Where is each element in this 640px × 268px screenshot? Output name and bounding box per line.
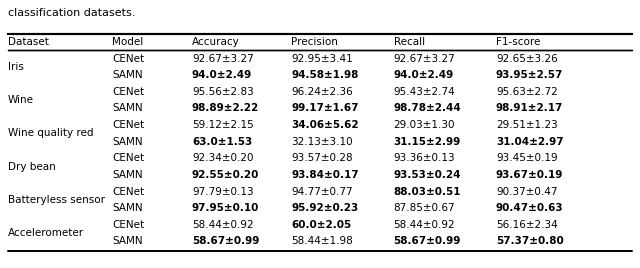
Text: 93.95±2.57: 93.95±2.57	[496, 70, 563, 80]
Text: 95.63±2.72: 95.63±2.72	[496, 87, 557, 97]
Text: 93.45±0.19: 93.45±0.19	[496, 153, 557, 163]
Text: Accuracy: Accuracy	[192, 37, 240, 47]
Text: Accelerometer: Accelerometer	[8, 228, 84, 238]
Text: CENet: CENet	[112, 54, 144, 64]
Text: 59.12±2.15: 59.12±2.15	[192, 120, 253, 130]
Text: 95.43±2.74: 95.43±2.74	[394, 87, 455, 97]
Text: Recall: Recall	[394, 37, 425, 47]
Text: 92.65±3.26: 92.65±3.26	[496, 54, 557, 64]
Text: 94.58±1.98: 94.58±1.98	[291, 70, 358, 80]
Text: 58.67±0.99: 58.67±0.99	[394, 236, 461, 247]
Text: 98.89±2.22: 98.89±2.22	[192, 103, 259, 113]
Text: 97.95±0.10: 97.95±0.10	[192, 203, 259, 213]
Text: F1-score: F1-score	[496, 37, 540, 47]
Text: 58.44±0.92: 58.44±0.92	[394, 220, 455, 230]
Text: 93.67±0.19: 93.67±0.19	[496, 170, 563, 180]
Text: 88.03±0.51: 88.03±0.51	[394, 187, 461, 197]
Text: Wine: Wine	[8, 95, 34, 105]
Text: 98.91±2.17: 98.91±2.17	[496, 103, 563, 113]
Text: 93.57±0.28: 93.57±0.28	[291, 153, 353, 163]
Text: 29.03±1.30: 29.03±1.30	[394, 120, 455, 130]
Text: Batteryless sensor: Batteryless sensor	[8, 195, 105, 205]
Text: SAMN: SAMN	[112, 103, 143, 113]
Text: 94.77±0.77: 94.77±0.77	[291, 187, 353, 197]
Text: 98.78±2.44: 98.78±2.44	[394, 103, 461, 113]
Text: 56.16±2.34: 56.16±2.34	[496, 220, 557, 230]
Text: 92.34±0.20: 92.34±0.20	[192, 153, 253, 163]
Text: 92.55±0.20: 92.55±0.20	[192, 170, 259, 180]
Text: 32.13±3.10: 32.13±3.10	[291, 137, 353, 147]
Text: 94.0±2.49: 94.0±2.49	[192, 70, 252, 80]
Text: 87.85±0.67: 87.85±0.67	[394, 203, 455, 213]
Text: SAMN: SAMN	[112, 170, 143, 180]
Text: 93.53±0.24: 93.53±0.24	[394, 170, 461, 180]
Text: 60.0±2.05: 60.0±2.05	[291, 220, 351, 230]
Text: 93.84±0.17: 93.84±0.17	[291, 170, 359, 180]
Text: Precision: Precision	[291, 37, 338, 47]
Text: SAMN: SAMN	[112, 203, 143, 213]
Text: 99.17±1.67: 99.17±1.67	[291, 103, 358, 113]
Text: Dataset: Dataset	[8, 37, 49, 47]
Text: Wine quality red: Wine quality red	[8, 128, 93, 139]
Text: 92.67±3.27: 92.67±3.27	[394, 54, 455, 64]
Text: CENet: CENet	[112, 120, 144, 130]
Text: CENet: CENet	[112, 153, 144, 163]
Text: CENet: CENet	[112, 187, 144, 197]
Text: SAMN: SAMN	[112, 236, 143, 247]
Text: 92.95±3.41: 92.95±3.41	[291, 54, 353, 64]
Text: 31.04±2.97: 31.04±2.97	[496, 137, 564, 147]
Text: 58.67±0.99: 58.67±0.99	[192, 236, 259, 247]
Text: Model: Model	[112, 37, 143, 47]
Text: 63.0±1.53: 63.0±1.53	[192, 137, 252, 147]
Text: 97.79±0.13: 97.79±0.13	[192, 187, 253, 197]
Text: 92.67±3.27: 92.67±3.27	[192, 54, 253, 64]
Text: Iris: Iris	[8, 62, 24, 72]
Text: 58.44±1.98: 58.44±1.98	[291, 236, 353, 247]
Text: 57.37±0.80: 57.37±0.80	[496, 236, 564, 247]
Text: SAMN: SAMN	[112, 137, 143, 147]
Text: 31.15±2.99: 31.15±2.99	[394, 137, 461, 147]
Text: 94.0±2.49: 94.0±2.49	[394, 70, 454, 80]
Text: 90.37±0.47: 90.37±0.47	[496, 187, 557, 197]
Text: Dry bean: Dry bean	[8, 162, 56, 172]
Text: 96.24±2.36: 96.24±2.36	[291, 87, 353, 97]
Text: 95.56±2.83: 95.56±2.83	[192, 87, 253, 97]
Text: 29.51±1.23: 29.51±1.23	[496, 120, 557, 130]
Text: CENet: CENet	[112, 220, 144, 230]
Text: classification datasets.: classification datasets.	[8, 8, 135, 18]
Text: 90.47±0.63: 90.47±0.63	[496, 203, 564, 213]
Text: 95.92±0.23: 95.92±0.23	[291, 203, 358, 213]
Text: 93.36±0.13: 93.36±0.13	[394, 153, 455, 163]
Text: 34.06±5.62: 34.06±5.62	[291, 120, 359, 130]
Text: SAMN: SAMN	[112, 70, 143, 80]
Text: 58.44±0.92: 58.44±0.92	[192, 220, 253, 230]
Text: CENet: CENet	[112, 87, 144, 97]
